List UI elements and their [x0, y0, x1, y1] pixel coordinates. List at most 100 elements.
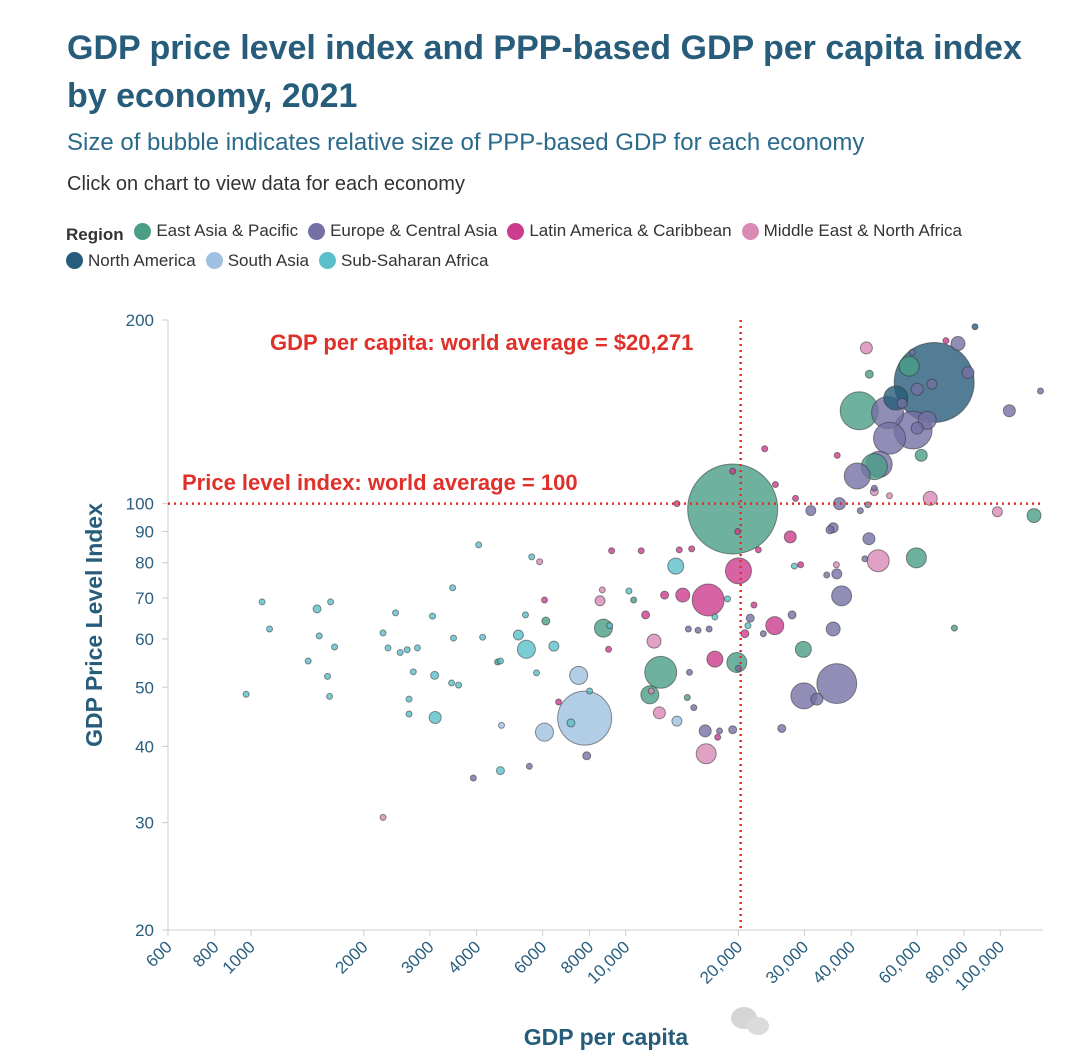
bubble-europe-central-asia[interactable]: [961, 366, 975, 380]
bubble-europe-central-asia[interactable]: [582, 751, 592, 761]
bubble-sub-saharan-africa[interactable]: [327, 598, 335, 606]
bubble-sub-saharan-africa[interactable]: [516, 639, 536, 659]
bubble-east-asia-pacific[interactable]: [905, 547, 927, 569]
bubble-sub-saharan-africa[interactable]: [405, 695, 413, 703]
bubble-east-asia-pacific[interactable]: [794, 640, 812, 658]
bubble-europe-central-asia[interactable]: [843, 462, 871, 490]
bubble-sub-saharan-africa[interactable]: [315, 632, 323, 640]
bubble-europe-central-asia[interactable]: [759, 630, 767, 638]
bubble-europe-central-asia[interactable]: [1036, 387, 1044, 395]
bubble-south-asia[interactable]: [569, 665, 589, 685]
legend-item[interactable]: South Asia: [205, 248, 309, 274]
bubble-latin-america-caribbean[interactable]: [797, 561, 805, 569]
bubble-sub-saharan-africa[interactable]: [403, 646, 411, 654]
bubble-europe-central-asia[interactable]: [787, 610, 797, 620]
bubble-sub-saharan-africa[interactable]: [266, 625, 274, 633]
bubble-east-asia-pacific[interactable]: [950, 624, 958, 632]
bubble-middle-east-north-africa[interactable]: [991, 506, 1003, 518]
bubble-europe-central-asia[interactable]: [950, 336, 966, 352]
bubble-latin-america-caribbean[interactable]: [792, 494, 800, 502]
bubble-latin-america-caribbean[interactable]: [691, 583, 725, 617]
bubble-middle-east-north-africa[interactable]: [646, 633, 662, 649]
bubble-sub-saharan-africa[interactable]: [744, 622, 752, 630]
legend-item[interactable]: Europe & Central Asia: [308, 218, 497, 244]
bubble-sub-saharan-africa[interactable]: [331, 643, 339, 651]
bubble-south-asia[interactable]: [534, 722, 554, 742]
bubble-middle-east-north-africa[interactable]: [859, 341, 873, 355]
bubble-latin-america-caribbean[interactable]: [608, 547, 616, 555]
bubble-sub-saharan-africa[interactable]: [790, 562, 798, 570]
bubble-europe-central-asia[interactable]: [926, 378, 938, 390]
bubble-europe-central-asia[interactable]: [816, 663, 858, 705]
bubble-europe-central-asia[interactable]: [825, 525, 835, 535]
bubble-sub-saharan-africa[interactable]: [496, 657, 504, 665]
bubble-sub-saharan-africa[interactable]: [455, 681, 463, 689]
bubble-middle-east-north-africa[interactable]: [695, 743, 717, 765]
bubble-europe-central-asia[interactable]: [777, 723, 787, 733]
bubble-middle-east-north-africa[interactable]: [922, 490, 938, 506]
bubble-sub-saharan-africa[interactable]: [448, 679, 456, 687]
bubble-sub-saharan-africa[interactable]: [258, 598, 266, 606]
bubble-europe-central-asia[interactable]: [684, 625, 692, 633]
bubble-europe-central-asia[interactable]: [705, 625, 713, 633]
bubble-europe-central-asia[interactable]: [870, 484, 878, 492]
bubble-sub-saharan-africa[interactable]: [533, 669, 541, 677]
bubble-europe-central-asia[interactable]: [831, 585, 853, 607]
bubble-middle-east-north-africa[interactable]: [379, 813, 387, 821]
bubble-europe-central-asia[interactable]: [861, 555, 869, 563]
bubble-europe-central-asia[interactable]: [469, 774, 477, 782]
bubble-sub-saharan-africa[interactable]: [711, 613, 719, 621]
bubble-east-asia-pacific[interactable]: [541, 616, 551, 626]
bubble-europe-central-asia[interactable]: [745, 613, 755, 623]
bubble-latin-america-caribbean[interactable]: [750, 601, 758, 609]
bubble-sub-saharan-africa[interactable]: [324, 672, 332, 680]
bubble-latin-america-caribbean[interactable]: [761, 445, 769, 453]
bubble-middle-east-north-africa[interactable]: [832, 561, 840, 569]
bubble-sub-saharan-africa[interactable]: [428, 711, 442, 725]
bubble-sub-saharan-africa[interactable]: [379, 629, 387, 637]
bubble-europe-central-asia[interactable]: [910, 421, 924, 435]
bubble-south-asia[interactable]: [497, 721, 505, 729]
bubble-latin-america-caribbean[interactable]: [740, 629, 750, 639]
bubble-europe-central-asia[interactable]: [694, 626, 702, 634]
bubble-sub-saharan-africa[interactable]: [396, 649, 404, 657]
bubble-sub-saharan-africa[interactable]: [548, 640, 560, 652]
bubble-sub-saharan-africa[interactable]: [724, 595, 732, 603]
bubble-europe-central-asia[interactable]: [825, 621, 841, 637]
bubble-sub-saharan-africa[interactable]: [413, 644, 421, 652]
bubble-sub-saharan-africa[interactable]: [475, 541, 483, 549]
bubble-europe-central-asia[interactable]: [831, 568, 843, 580]
bubble-europe-central-asia[interactable]: [810, 692, 824, 706]
bubble-sub-saharan-africa[interactable]: [495, 766, 505, 776]
bubble-latin-america-caribbean[interactable]: [540, 596, 548, 604]
bubble-europe-central-asia[interactable]: [910, 382, 924, 396]
bubble-sub-saharan-africa[interactable]: [586, 687, 594, 695]
bubble-europe-central-asia[interactable]: [856, 507, 864, 515]
bubble-sub-saharan-africa[interactable]: [479, 633, 487, 641]
bubble-middle-east-north-africa[interactable]: [536, 558, 544, 566]
bubble-europe-central-asia[interactable]: [823, 571, 831, 579]
bubble-europe-central-asia[interactable]: [685, 668, 693, 676]
bubble-sub-saharan-africa[interactable]: [392, 609, 400, 617]
bubble-europe-central-asia[interactable]: [716, 727, 724, 735]
bubble-europe-central-asia[interactable]: [805, 505, 817, 517]
bubble-sub-saharan-africa[interactable]: [566, 718, 576, 728]
bubble-sub-saharan-africa[interactable]: [667, 557, 685, 575]
bubble-east-asia-pacific[interactable]: [1026, 508, 1042, 524]
legend-item[interactable]: Latin America & Caribbean: [507, 218, 732, 244]
bubble-east-asia-pacific[interactable]: [644, 655, 678, 689]
bubble-sub-saharan-africa[interactable]: [521, 611, 529, 619]
bubble-europe-central-asia[interactable]: [690, 704, 698, 712]
legend-item[interactable]: East Asia & Pacific: [134, 218, 298, 244]
bubble-latin-america-caribbean[interactable]: [641, 610, 651, 620]
bubble-latin-america-caribbean[interactable]: [942, 337, 950, 345]
bubble-latin-america-caribbean[interactable]: [754, 546, 762, 554]
bubble-east-asia-pacific[interactable]: [630, 596, 638, 604]
bubble-sub-saharan-africa[interactable]: [449, 584, 457, 592]
bubble-middle-east-north-africa[interactable]: [652, 706, 666, 720]
bubble-sub-saharan-africa[interactable]: [429, 612, 437, 620]
bubble-sub-saharan-africa[interactable]: [430, 670, 440, 680]
bubble-middle-east-north-africa[interactable]: [594, 595, 606, 607]
bubble-latin-america-caribbean[interactable]: [675, 587, 691, 603]
